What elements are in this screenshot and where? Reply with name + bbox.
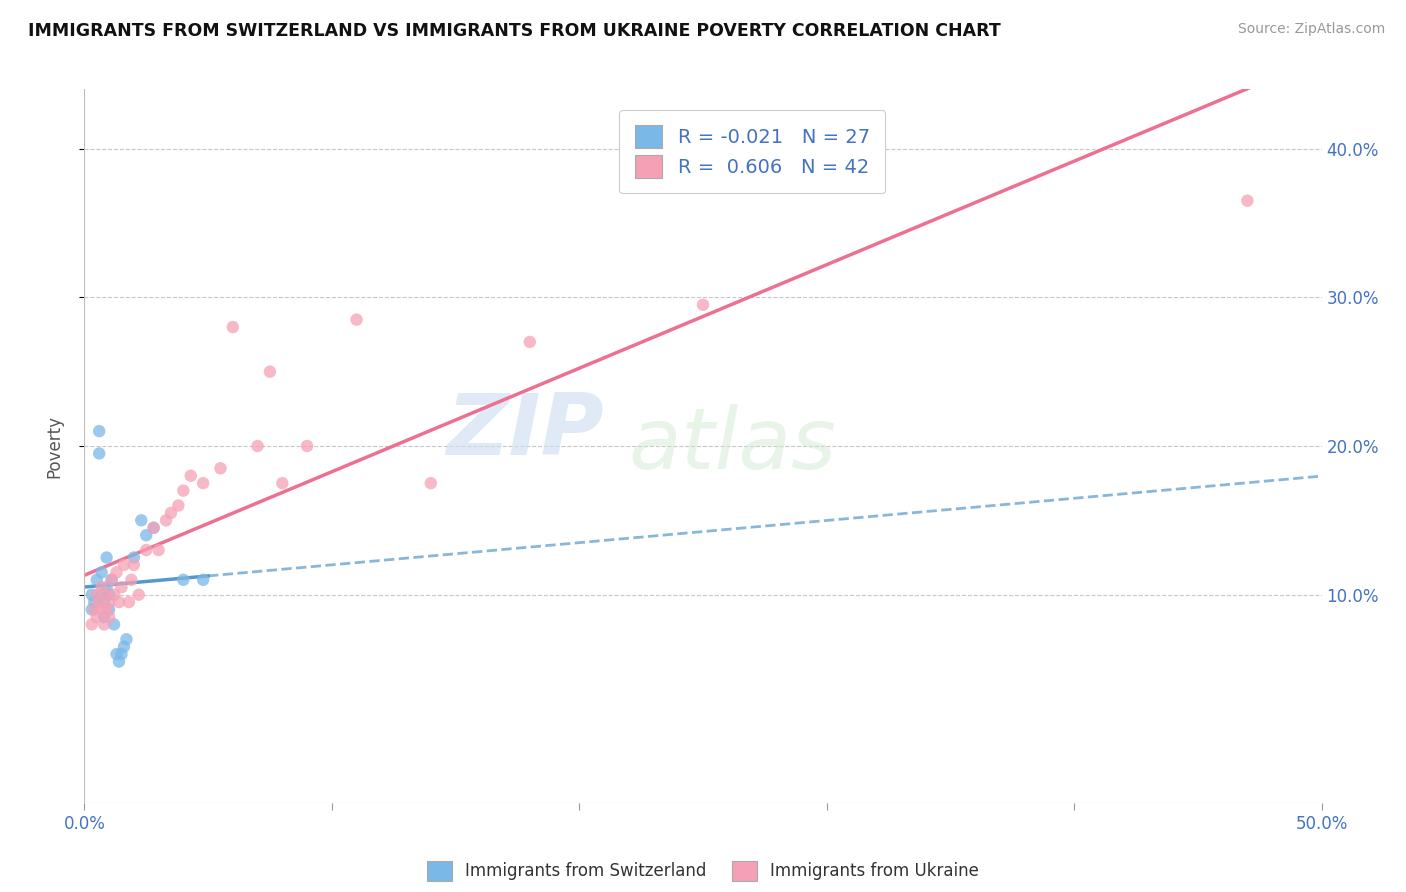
Point (112, 558, 135, 572)
Point (103, 617, 125, 632)
Point (90, 566, 112, 580)
Point (419, 476, 441, 491)
Point (86, 588, 108, 602)
Point (96, 588, 118, 602)
Point (295, 439, 318, 453)
Legend: Immigrants from Switzerland, Immigrants from Ukraine: Immigrants from Switzerland, Immigrants … (420, 855, 986, 888)
Text: ZIP: ZIP (446, 390, 605, 474)
Point (96, 602, 118, 616)
Point (100, 573, 122, 587)
Point (346, 312, 368, 326)
Point (209, 461, 232, 475)
Point (122, 558, 145, 572)
Point (80, 602, 103, 616)
Point (692, 298, 714, 312)
Point (191, 573, 214, 587)
Point (135, 543, 157, 558)
Point (142, 521, 165, 535)
Point (129, 513, 152, 527)
Point (93, 610, 115, 624)
Point (103, 588, 125, 602)
Point (135, 528, 157, 542)
Point (118, 595, 141, 609)
Point (89, 446, 111, 460)
Point (93, 617, 115, 632)
Point (96, 550, 118, 565)
Point (128, 588, 150, 602)
Point (167, 499, 190, 513)
Point (86, 573, 108, 587)
Point (96, 580, 118, 594)
Point (98, 588, 121, 602)
Point (83, 595, 105, 609)
Point (160, 506, 183, 520)
Point (89, 595, 111, 609)
Point (110, 647, 132, 661)
Point (108, 595, 131, 609)
Point (90, 602, 112, 616)
Point (100, 573, 122, 587)
Point (80, 617, 103, 632)
Point (89, 424, 111, 438)
Point (519, 334, 541, 349)
Point (120, 573, 142, 587)
Point (142, 521, 165, 535)
Point (271, 476, 294, 491)
Point (155, 513, 177, 527)
Point (222, 320, 245, 334)
Text: Source: ZipAtlas.com: Source: ZipAtlas.com (1237, 22, 1385, 37)
Point (93, 595, 115, 609)
Point (98, 595, 121, 609)
Text: atlas: atlas (628, 404, 837, 488)
Point (108, 655, 131, 669)
Point (80, 588, 103, 602)
Point (172, 483, 194, 498)
Point (246, 439, 269, 453)
Point (98, 610, 121, 624)
Point (83, 602, 105, 616)
Point (180, 468, 202, 483)
Point (172, 573, 194, 587)
Y-axis label: Poverty: Poverty (45, 415, 63, 477)
Point (191, 476, 214, 491)
Point (122, 550, 145, 565)
Point (112, 640, 135, 654)
Point (90, 580, 112, 594)
Point (105, 647, 128, 661)
Point (1236, 194, 1258, 208)
Point (105, 566, 128, 580)
Point (110, 580, 132, 594)
Text: IMMIGRANTS FROM SWITZERLAND VS IMMIGRANTS FROM UKRAINE POVERTY CORRELATION CHART: IMMIGRANTS FROM SWITZERLAND VS IMMIGRANT… (28, 22, 1001, 40)
Point (98, 602, 121, 616)
Point (148, 543, 170, 558)
Point (259, 365, 281, 379)
Point (90, 588, 112, 602)
Point (86, 610, 108, 624)
Point (115, 632, 138, 647)
